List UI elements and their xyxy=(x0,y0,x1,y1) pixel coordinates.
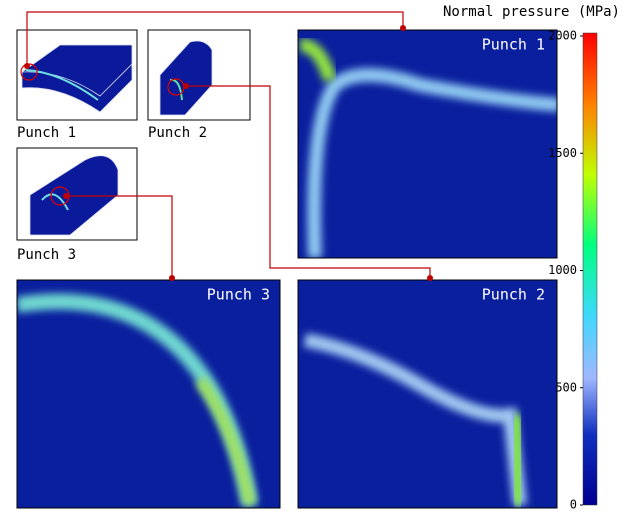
thumbnail-1 xyxy=(17,30,137,120)
tick-label: 500 xyxy=(555,380,577,394)
panel-label: Punch 2 xyxy=(482,286,545,304)
panel-2 xyxy=(298,280,557,508)
tick-label: 1000 xyxy=(548,263,577,277)
thumbnail-label: Punch 2 xyxy=(148,125,207,141)
colorbar-title: Normal pressure (MPa) xyxy=(443,4,620,20)
tick-label: 2000 xyxy=(548,29,577,43)
panel-label: Punch 3 xyxy=(207,286,270,304)
thumbnail-label: Punch 3 xyxy=(17,247,76,263)
thumbnail-label: Punch 1 xyxy=(17,125,76,141)
thumbnail-3 xyxy=(17,148,137,240)
thumbnail-2 xyxy=(148,30,250,120)
tick-label: 1500 xyxy=(548,146,577,160)
colorbar xyxy=(583,33,597,505)
panel-label: Punch 1 xyxy=(482,36,545,54)
panel-1 xyxy=(298,30,560,258)
tick-label: 0 xyxy=(570,498,577,512)
figure: Punch 1 Punch 2 Punch 3 Punch 1 Punch 3 … xyxy=(0,0,635,513)
panel-3 xyxy=(17,280,280,508)
